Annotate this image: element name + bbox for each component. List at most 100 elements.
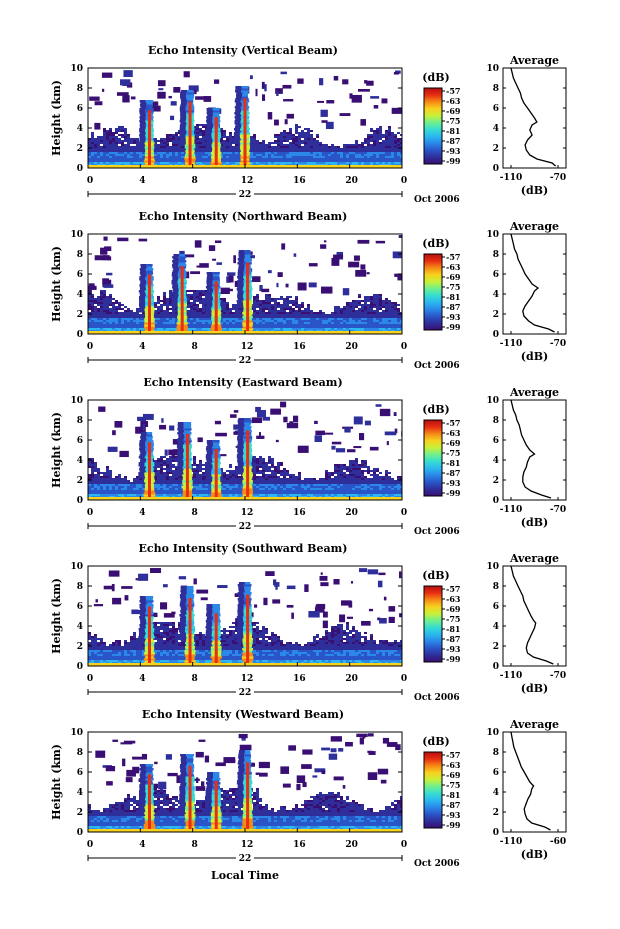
colorbar-tick: -57 (446, 584, 460, 594)
panel-title: Echo Intensity (Northward Beam) (139, 210, 348, 223)
echo-heatmap (88, 235, 402, 334)
x-tick-label: 20 (345, 840, 358, 850)
colorbar-tick: -87 (446, 136, 460, 146)
date-suffix: Oct 2006 (414, 361, 460, 371)
colorbar-tick: -93 (446, 146, 461, 156)
average-y-tick: 8 (493, 416, 499, 426)
panel-1: Echo Intensity (Vertical Beam) 0 2 4 6 8 10 Hei… (50, 44, 567, 205)
average-profile: Average 0 2 4 6 8 10 -110 -60(dB) (486, 718, 567, 861)
average-y-tick: 2 (493, 144, 499, 154)
y-tick-label: 10 (70, 728, 83, 738)
average-x-label: (dB) (521, 516, 548, 529)
colorbar-tick: -81 (446, 790, 460, 800)
x-tick-label: 0 (87, 840, 93, 850)
average-x-tick: -70 (550, 339, 566, 349)
y-tick-label: 6 (77, 768, 83, 778)
y-tick-label: 2 (77, 642, 83, 652)
average-y-tick: 6 (493, 270, 499, 280)
x-tick-label: 0 (401, 342, 407, 352)
x-tick-label: 0 (401, 508, 407, 518)
average-y-tick: 4 (493, 124, 499, 134)
average-x-tick: -70 (550, 173, 566, 183)
colorbar (423, 253, 443, 331)
y-axis-label: Height (km) (50, 578, 63, 654)
x-tick-label: 4 (139, 176, 145, 186)
average-y-tick: 10 (486, 64, 499, 74)
x-tick-label: 8 (192, 342, 198, 352)
x-tick-label: 8 (192, 176, 198, 186)
panel-title: Echo Intensity (Eastward Beam) (143, 376, 342, 389)
x-tick-label: 0 (401, 840, 407, 850)
colorbar-tick: -75 (446, 116, 460, 126)
colorbar-tick: -99 (446, 820, 461, 830)
colorbar-tick: -69 (446, 272, 461, 282)
average-y-tick: 4 (493, 788, 499, 798)
colorbar-unit: (dB) (422, 403, 449, 416)
average-x-label: (dB) (521, 848, 548, 861)
x-axis-label: Local Time (211, 869, 279, 882)
y-tick-label: 4 (77, 456, 83, 466)
y-tick-label: 4 (77, 788, 83, 798)
panel-title: Echo Intensity (Westward Beam) (142, 708, 344, 721)
colorbar (423, 419, 443, 497)
average-title: Average (509, 386, 559, 399)
y-tick-label: 4 (77, 622, 83, 632)
x-tick-label: 4 (139, 840, 145, 850)
panel-title: Echo Intensity (Southward Beam) (139, 542, 348, 555)
x-tick-label: 0 (401, 674, 407, 684)
colorbar-tick: -75 (446, 282, 460, 292)
echo-heatmap (88, 70, 402, 168)
average-title: Average (509, 54, 559, 67)
date-label: 22 (239, 854, 252, 864)
average-x-tick: -110 (500, 671, 523, 681)
average-title: Average (509, 220, 559, 233)
x-tick-label: 0 (87, 674, 93, 684)
average-profile-line (510, 233, 555, 333)
colorbar-tick: -81 (446, 126, 460, 136)
average-profile-line (510, 67, 557, 167)
colorbar-tick: -69 (446, 438, 461, 448)
colorbar-unit: (dB) (422, 569, 449, 582)
average-x-tick: -70 (550, 505, 566, 515)
average-x-tick: -60 (550, 837, 566, 847)
x-tick-label: 12 (241, 508, 254, 518)
y-tick-label: 2 (77, 310, 83, 320)
average-y-tick: 0 (493, 662, 499, 672)
panel-4: Echo Intensity (Southward Beam) 0 2 4 6 8 10 He… (50, 542, 567, 703)
y-axis-label: Height (km) (50, 80, 63, 156)
x-tick-label: 0 (87, 342, 93, 352)
panel-5: Echo Intensity (Westward Beam) 0 2 4 6 8 10 Hei… (50, 708, 567, 869)
colorbar-tick: -93 (446, 810, 461, 820)
y-tick-label: 4 (77, 124, 83, 134)
x-tick-label: 8 (192, 674, 198, 684)
colorbar-tick: -93 (446, 312, 461, 322)
y-tick-label: 0 (77, 662, 83, 672)
x-tick-label: 16 (293, 176, 306, 186)
x-tick-label: 0 (401, 176, 407, 186)
y-tick-label: 10 (70, 562, 83, 572)
date-label: 22 (239, 522, 252, 532)
average-title: Average (509, 552, 559, 565)
y-tick-label: 8 (77, 416, 83, 426)
average-y-tick: 10 (486, 728, 499, 738)
average-y-tick: 10 (486, 562, 499, 572)
average-x-tick: -110 (500, 505, 523, 515)
date-suffix: Oct 2006 (414, 527, 460, 537)
average-y-tick: 8 (493, 250, 499, 260)
colorbar-tick: -99 (446, 488, 461, 498)
colorbar-tick: -63 (446, 262, 461, 272)
average-y-tick: 10 (486, 396, 499, 406)
average-y-tick: 6 (493, 768, 499, 778)
average-profile: Average 0 2 4 6 8 10 -110 -70(dB) (486, 54, 567, 197)
average-profile: Average 0 2 4 6 8 10 -110 -70(dB) (486, 220, 567, 363)
date-suffix: Oct 2006 (414, 693, 460, 703)
average-profile-line (510, 399, 552, 499)
average-y-tick: 2 (493, 808, 499, 818)
average-y-tick: 4 (493, 456, 499, 466)
y-tick-label: 8 (77, 582, 83, 592)
y-tick-label: 0 (77, 828, 83, 838)
echo-heatmap (88, 733, 402, 832)
x-tick-label: 4 (139, 342, 145, 352)
x-tick-label: 20 (345, 176, 358, 186)
